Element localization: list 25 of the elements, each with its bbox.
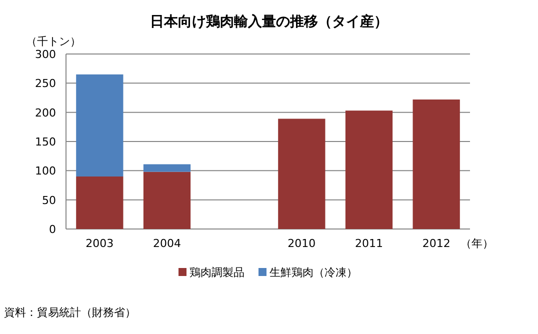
chart-title: 日本向け鶏肉輸入量の推移（タイ産） bbox=[150, 13, 388, 30]
x-tick-label: 2012 bbox=[422, 237, 450, 250]
bar bbox=[143, 172, 191, 229]
bar bbox=[345, 110, 393, 229]
x-tick-label: 2003 bbox=[86, 237, 114, 250]
y-tick-label: 300 bbox=[35, 48, 56, 61]
y-tick-label: 0 bbox=[49, 223, 56, 236]
x-tick-label: 2011 bbox=[355, 237, 383, 250]
x-tick-label: 2010 bbox=[288, 237, 316, 250]
legend-label: 生鮮鶏肉（冷凍） bbox=[270, 266, 358, 279]
y-tick-label: 150 bbox=[35, 136, 56, 148]
text: 資料：貿易統計（財務省） bbox=[4, 306, 136, 319]
bar bbox=[76, 74, 124, 176]
x-tick-label: 2004 bbox=[153, 237, 181, 250]
y-tick-label: 200 bbox=[35, 106, 56, 120]
bar bbox=[143, 164, 191, 172]
bar bbox=[412, 100, 460, 229]
y-tick-label: 50 bbox=[42, 194, 56, 207]
legend-label: 鶏肉調製品 bbox=[190, 266, 244, 279]
bar bbox=[76, 176, 124, 229]
y-tick-label: 250 bbox=[35, 77, 56, 90]
x-axis-title: （年） bbox=[460, 237, 494, 250]
y-axis-title: （千トン） bbox=[26, 35, 81, 48]
y-tick-label: 100 bbox=[35, 164, 56, 178]
bar bbox=[278, 118, 326, 229]
